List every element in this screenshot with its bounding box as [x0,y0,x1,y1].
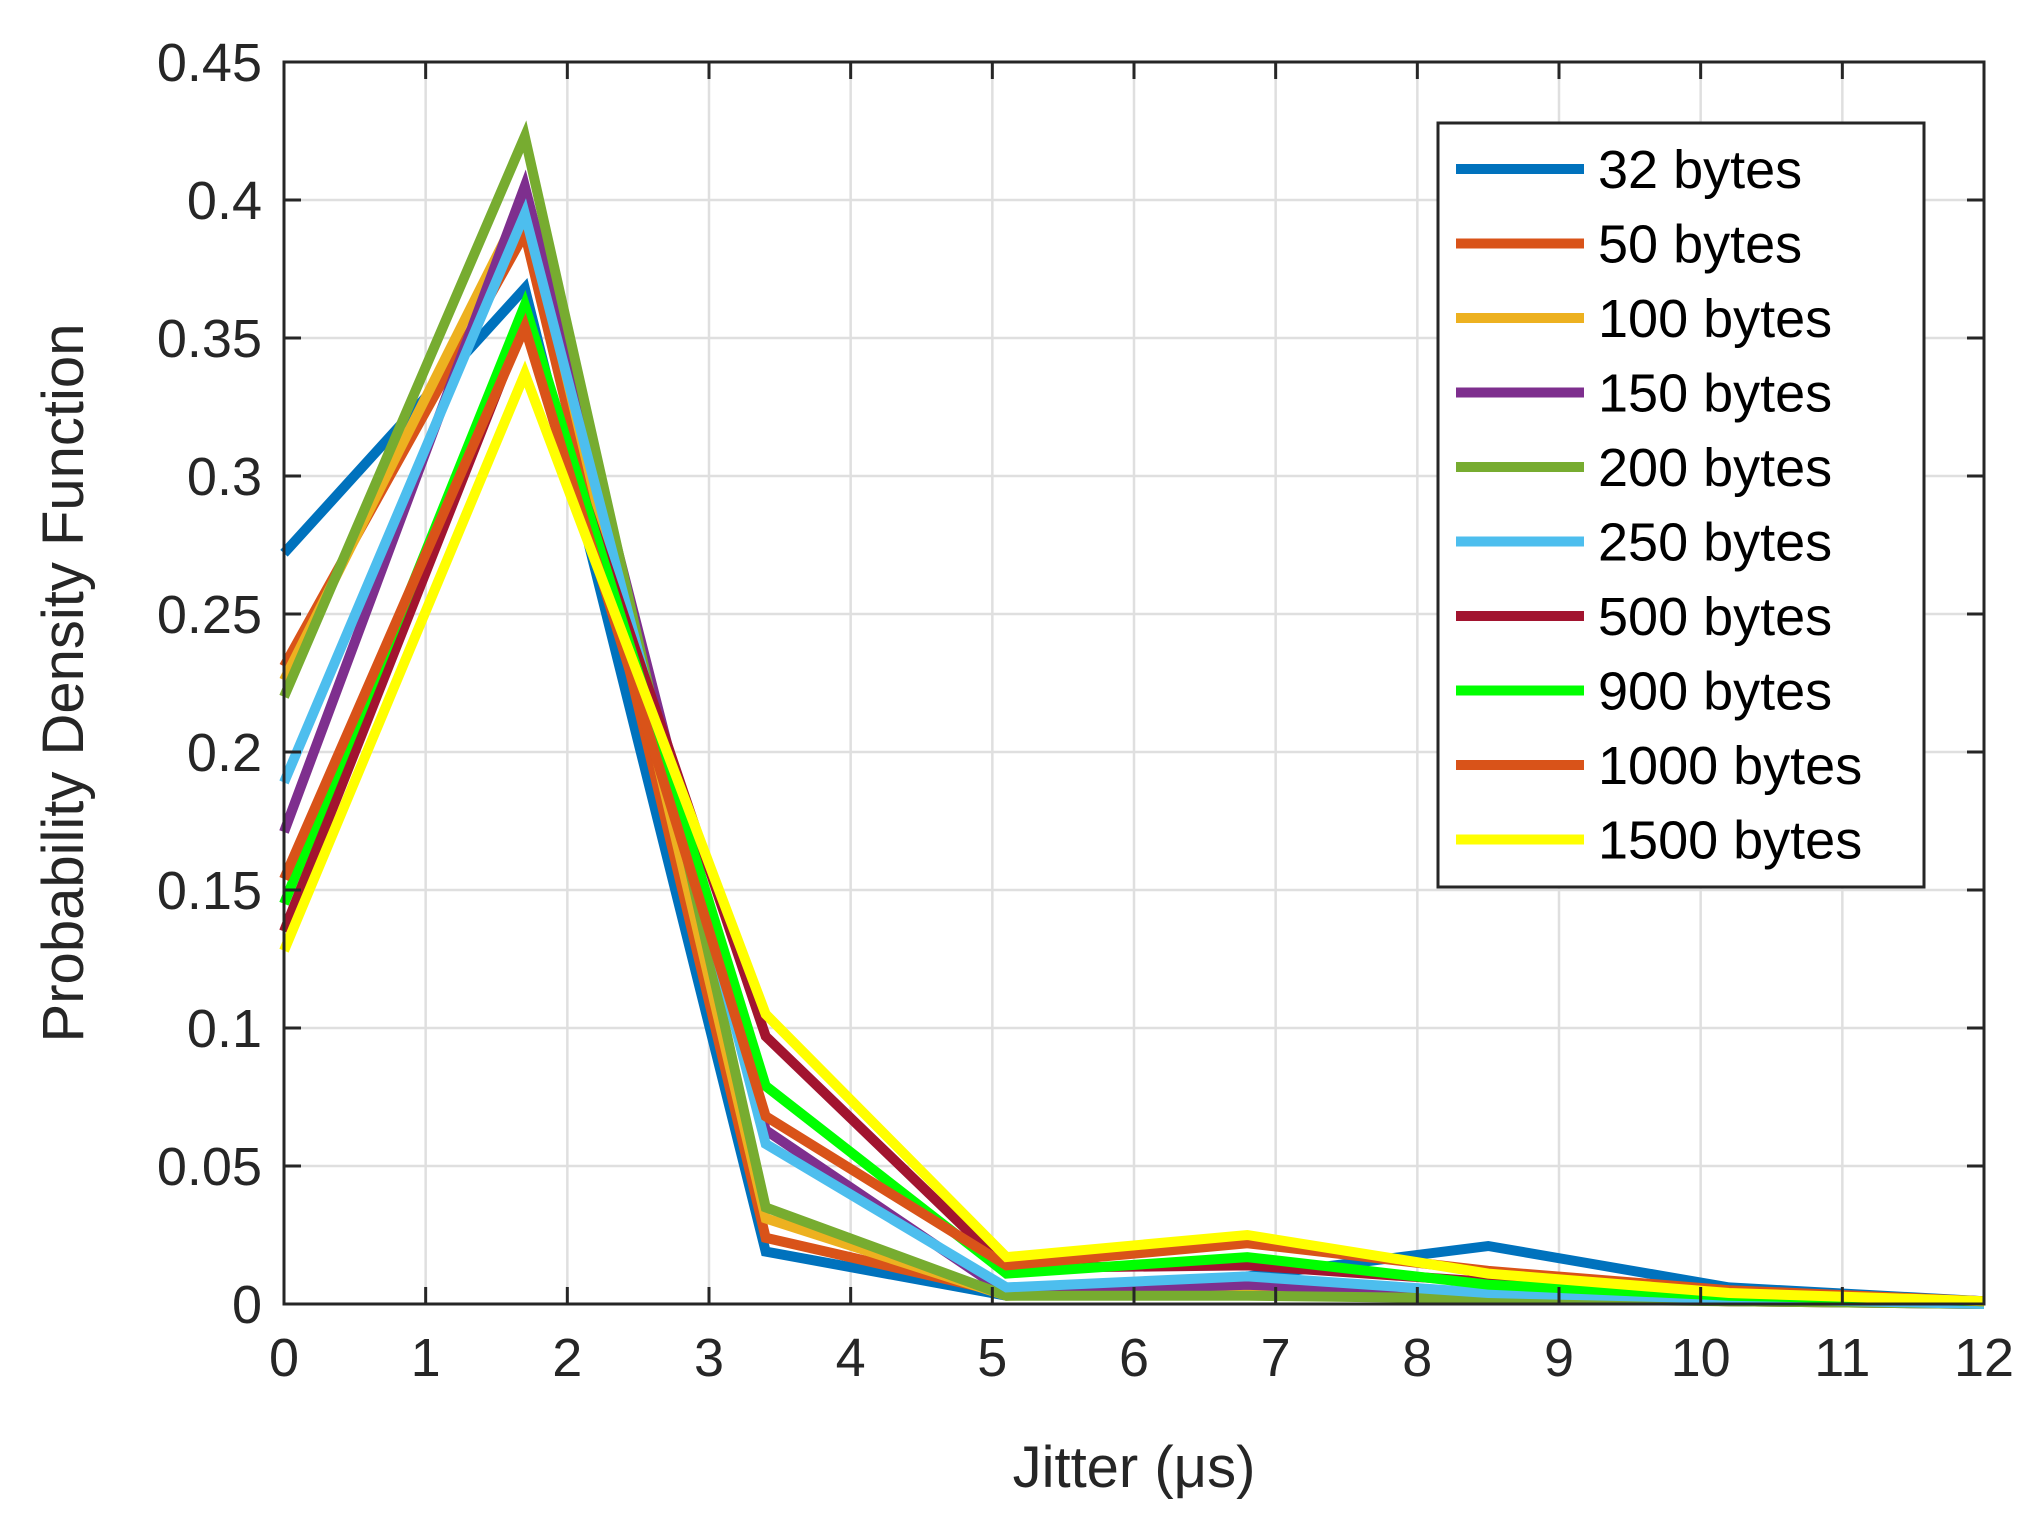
y-tick-labels: 0 0.05 0.1 0.15 0.2 0.25 0.3 0.35 0.4 0.45 [157,33,262,1335]
legend-box [1436,121,1926,889]
x-tick-label: 8 [1402,1328,1432,1388]
series-lines [279,120,1985,1309]
y-tick-label: 0.25 [157,585,262,645]
legend-label: 1500 bytes [1598,811,1862,871]
x-tick-label: 4 [836,1328,866,1388]
x-tick-label: 10 [1671,1328,1731,1388]
x-tick-labels: 0 1 2 3 4 5 6 7 8 9 10 11 12 [269,1328,2014,1388]
series-line-1500-bytes [279,360,1985,1307]
y-tick-label: 0.35 [157,309,262,369]
x-tick-label: 12 [1954,1328,2014,1388]
x-tick-label: 11 [1814,1328,1870,1388]
y-axis-label: Probability Density Function [31,324,96,1043]
legend-label: 900 bytes [1598,662,1832,722]
y-tick-label: 0.4 [187,171,262,231]
x-tick-label: 1 [411,1328,441,1388]
x-tick-label: 9 [1544,1328,1574,1388]
legend-label: 100 bytes [1598,289,1832,349]
x-tick-label: 5 [977,1328,1007,1388]
x-tick-label: 3 [694,1328,724,1388]
x-axis-label: Jitter (μs) [1013,1435,1256,1500]
y-tick-label: 0.3 [187,447,262,507]
legend-label: 150 bytes [1598,364,1832,424]
legend-label: 50 bytes [1598,215,1802,275]
legend-label: 200 bytes [1598,438,1832,498]
x-tick-label: 0 [269,1328,299,1388]
x-tick-label: 7 [1261,1328,1291,1388]
y-tick-label: 0.05 [157,1137,262,1197]
x-tick-label: 6 [1119,1328,1149,1388]
y-tick-label: 0.2 [187,723,262,783]
y-tick-label: 0 [232,1275,262,1335]
y-tick-label: 0.15 [157,861,262,921]
y-tick-label: 0.1 [187,999,262,1059]
y-tick-label: 0.45 [157,33,262,93]
legend-label: 250 bytes [1598,513,1832,573]
legend-label: 32 bytes [1598,140,1802,200]
legend-label: 1000 bytes [1598,736,1862,796]
x-tick-label: 2 [552,1328,582,1388]
legend: 32 bytes 50 bytes 100 bytes 150 bytes 200 by… [1436,121,1926,889]
legend-label: 500 bytes [1598,587,1832,647]
tick-marks [282,60,1986,1306]
